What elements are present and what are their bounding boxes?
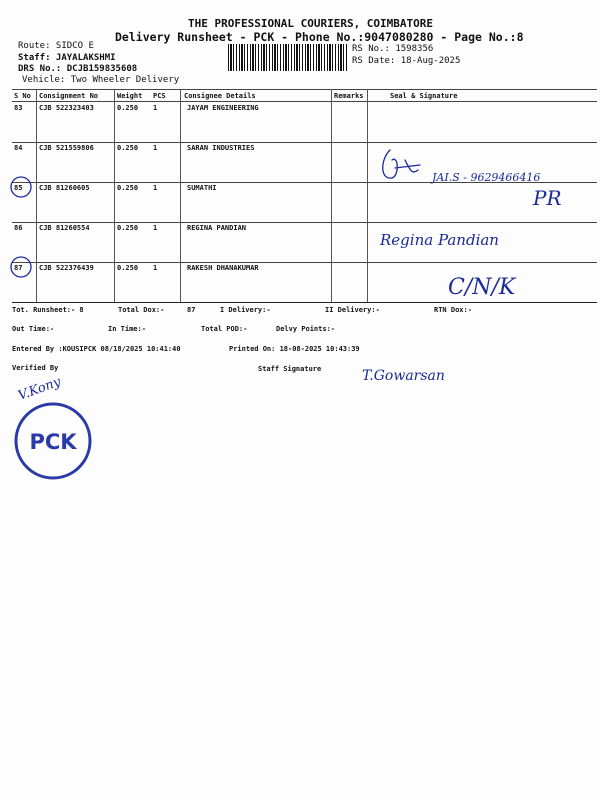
col-seal-signature: Seal & Signature — [390, 92, 458, 100]
cell-weight: 0.250 — [117, 104, 139, 112]
cell-consignment: CJB 81260605 — [39, 184, 90, 192]
total-dox-label: Total Dox:- — [118, 306, 165, 314]
i-delivery: I Delivery:- — [220, 306, 271, 314]
cell-consignment: CJB 522376439 — [39, 264, 94, 272]
hw-staff-signature: T.Gowarsan — [362, 368, 445, 384]
col-pcs: PCS — [153, 92, 166, 100]
cell-consignee: REGINA PANDIAN — [187, 224, 247, 232]
tot-runsheet: Tot. Runsheet:- 8 — [12, 306, 84, 314]
svg-text:PCK: PCK — [29, 430, 77, 454]
hw-row84: JAI.S - 9629466416 — [430, 171, 540, 184]
out-time: Out Time:- — [12, 325, 55, 333]
cell-consignment: CJB 81260554 — [39, 224, 90, 232]
delvy-points: Delvy Points:- — [276, 325, 336, 333]
cell-pcs: 1 — [153, 104, 158, 112]
route: Route: SIDCO E — [18, 41, 94, 51]
cell-pcs: 1 — [153, 144, 158, 152]
circle-mark-85 — [10, 176, 32, 198]
cell-pcs: 1 — [153, 184, 158, 192]
cell-sno: 87 — [14, 264, 23, 272]
cell-consignee: RAKESH DHANAKUMAR — [187, 264, 259, 272]
col-consignment: Consignment No — [39, 92, 99, 100]
cell-weight: 0.250 — [117, 184, 139, 192]
hw-verified-signature: V.Kony — [16, 374, 63, 403]
cell-consignee: JAYAM ENGINEERING — [187, 104, 259, 112]
hw-row85: PR — [532, 186, 562, 210]
col-sno: S No — [14, 92, 31, 100]
entered-by: Entered By :KOUSIPCK 08/18/2025 10:41:40 — [12, 345, 181, 353]
rtn-dox: RTN Dox:- — [434, 306, 472, 314]
cell-consignee: SUMATHI — [187, 184, 217, 192]
circle-mark-87 — [10, 256, 32, 278]
cell-weight: 0.250 — [117, 264, 139, 272]
runsheet-subtitle: Delivery Runsheet - PCK - Phone No.:9047… — [115, 30, 524, 44]
staff: Staff: JAYALAKSHMI — [18, 53, 116, 63]
total-dox-value: 87 — [187, 306, 196, 314]
cell-consignee: SARAN INDUSTRIES — [187, 144, 255, 152]
rs-no: RS No.: 1598356 — [352, 44, 434, 54]
ii-delivery: II Delivery:- — [325, 306, 380, 314]
cell-sno: 84 — [14, 144, 23, 152]
drs-no: DRS No.: DCJB159835608 — [18, 64, 138, 74]
rs-date: RS Date: 18-Aug-2025 — [352, 56, 461, 66]
cell-pcs: 1 — [153, 224, 158, 232]
signature-row84 — [382, 149, 421, 179]
company-title: THE PROFESSIONAL COURIERS, COIMBATORE — [188, 17, 434, 30]
vehicle: Vehicle: Two Wheeler Delivery — [22, 75, 180, 85]
cell-sno: 86 — [14, 224, 23, 232]
staff-signature-label: Staff Signature — [258, 365, 322, 373]
cell-consignment: CJB 521559806 — [39, 144, 94, 152]
total-pod: Total POD:- — [201, 325, 248, 333]
printed-on: Printed On: 18-08-2025 10:43:39 — [229, 345, 360, 353]
cell-weight: 0.250 — [117, 144, 139, 152]
cell-weight: 0.250 — [117, 224, 139, 232]
barcode — [228, 44, 348, 71]
col-remarks: Remarks — [334, 92, 364, 100]
col-weight: Weight — [117, 92, 143, 100]
cell-sno: 85 — [14, 184, 23, 192]
hw-row87: C/N/K — [448, 275, 517, 300]
verified-by: Verified By — [12, 364, 59, 372]
hw-row86: Regina Pandian — [379, 231, 499, 249]
cell-sno: 83 — [14, 104, 23, 112]
cell-pcs: 1 — [153, 264, 158, 272]
pck-stamp: PCK — [14, 402, 92, 480]
in-time: In Time:- — [108, 325, 146, 333]
col-consignee: Consignee Details — [184, 92, 256, 100]
cell-consignment: CJB 522323403 — [39, 104, 94, 112]
